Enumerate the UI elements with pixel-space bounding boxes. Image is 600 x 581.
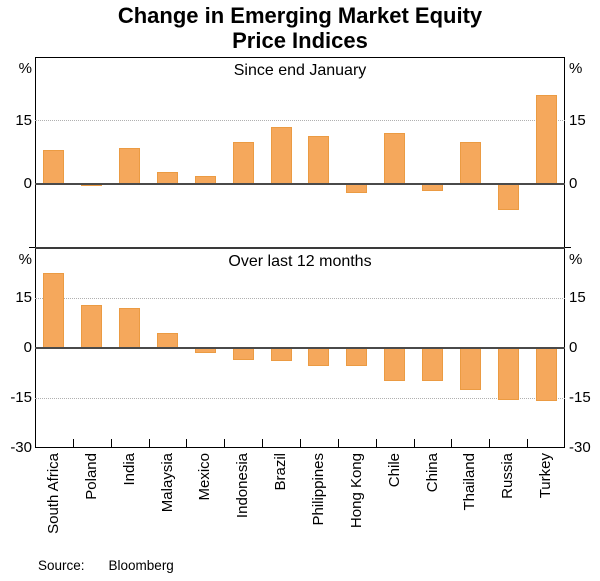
bar-thailand-panel1 [459,141,481,185]
y-tick-label-right: 0 [569,339,578,356]
source-line: Source: Bloomberg [38,558,174,573]
x-axis-tick [224,439,226,448]
chart-title-line1: Change in Emerging Market Equity [117,3,483,28]
zero-line-panel2 [35,347,565,349]
x-label-hong-kong: Hong Kong [347,453,365,529]
bar-hong-kong-panel1 [346,184,368,193]
bar-philippines-panel2 [308,348,330,367]
x-axis-tick [110,439,112,448]
y-tick-label-left: 0 [23,339,32,356]
gridline-15 [35,297,565,299]
x-axis-tick [262,439,264,448]
x-label-poland: Poland [82,453,100,500]
percent-label-left: % [18,60,32,77]
x-label-philippines: Philippines [309,453,327,526]
y-tick-label-left: -15 [10,389,32,406]
x-label-indonesia: Indonesia [234,453,252,519]
panel-label-2: Over last 12 months [228,253,372,270]
bar-philippines-panel1 [308,135,330,185]
x-label-brazil: Brazil [272,453,290,491]
panel-divider [35,247,565,249]
bar-russia-panel1 [497,184,519,210]
x-axis-tick [186,439,188,448]
y-tick-label-right: -30 [569,439,591,456]
bar-china-panel2 [422,348,443,382]
x-axis-tick [300,439,301,448]
chart-title: Change in Emerging Market Equity Price I… [0,3,600,53]
percent-label-left: % [18,251,32,268]
y-tick-label-left: 15 [15,111,32,129]
panel-label-1: Since end January [233,62,367,79]
divider-tick-right [565,247,571,248]
y-tick-label-right: 15 [569,111,586,129]
bar-chile-panel2 [384,348,406,382]
bar-hong-kong-panel2 [346,348,368,367]
bar-russia-panel2 [497,348,519,400]
x-axis-tick [413,439,415,448]
y-tick-label-left: 0 [23,175,32,193]
chart-title-line2: Price Indices [232,28,368,53]
x-label-turkey: Turkey [537,453,555,499]
source-value: Bloomberg [108,558,174,573]
gridline--15 [35,397,565,399]
y-tick-label-left: 15 [15,289,32,306]
bar-chile-panel1 [384,133,406,185]
x-label-mexico: Mexico [196,453,214,501]
bar-indonesia-panel2 [232,348,254,360]
y-tick-label-right: 0 [569,175,578,193]
bar-indonesia-panel1 [232,141,254,185]
x-label-india: India [120,453,138,486]
percent-label-right: % [569,251,583,268]
bar-south-africa-panel2 [43,273,65,348]
y-tick-label-left: -30 [10,439,32,456]
zero-line-panel1 [35,183,565,186]
y-tick-label-right: -15 [569,389,591,406]
divider-tick-left [29,247,35,248]
x-axis-tick [375,439,377,448]
x-axis-tick [489,439,491,448]
source-label: Source: [38,558,85,573]
x-label-chile: Chile [385,453,403,488]
bar-brazil-panel2 [270,348,292,362]
x-label-china: China [423,453,441,493]
bar-turkey-panel2 [535,348,557,402]
bar-turkey-panel1 [535,95,557,185]
x-label-thailand: Thailand [461,453,479,511]
y-tick-label-right: 15 [569,289,586,306]
x-axis-tick [527,439,529,448]
bar-india-panel1 [119,148,141,185]
percent-label-right: % [569,60,583,77]
bar-poland-panel2 [81,304,103,348]
x-label-russia: Russia [499,453,517,499]
x-label-south-africa: South Africa [44,453,62,534]
x-axis-tick [337,439,339,448]
bar-brazil-panel1 [270,127,292,185]
gridline-15 [35,120,565,122]
x-axis-tick [148,439,150,448]
x-axis-tick [451,439,453,448]
bar-india-panel2 [119,308,141,348]
bar-south-africa-panel1 [43,150,65,185]
bar-malaysia-panel2 [157,333,178,348]
bar-thailand-panel2 [459,348,481,390]
x-axis-tick [72,439,74,448]
x-label-malaysia: Malaysia [158,453,176,513]
